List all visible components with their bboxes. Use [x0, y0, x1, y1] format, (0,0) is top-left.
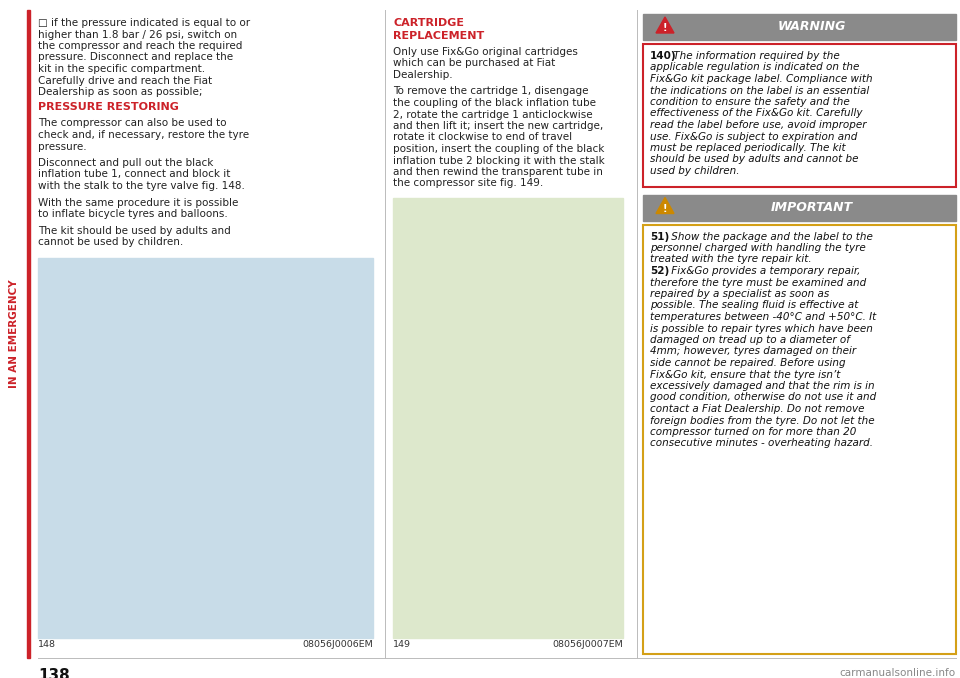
Text: contact a Fiat Dealership. Do not remove: contact a Fiat Dealership. Do not remove: [650, 404, 865, 414]
Text: 08056J0006EM: 08056J0006EM: [302, 640, 373, 649]
Text: must be replaced periodically. The kit: must be replaced periodically. The kit: [650, 143, 846, 153]
Text: IMPORTANT: IMPORTANT: [771, 201, 852, 214]
Text: cannot be used by children.: cannot be used by children.: [38, 237, 183, 247]
Text: REPLACEMENT: REPLACEMENT: [393, 31, 484, 41]
Text: damaged on tread up to a diameter of: damaged on tread up to a diameter of: [650, 335, 850, 345]
Text: compressor turned on for more than 20: compressor turned on for more than 20: [650, 427, 856, 437]
Text: should be used by adults and cannot be: should be used by adults and cannot be: [650, 155, 858, 165]
Text: 140): 140): [650, 51, 677, 61]
Text: the indications on the label is an essential: the indications on the label is an essen…: [650, 85, 869, 96]
Text: Disconnect and pull out the black: Disconnect and pull out the black: [38, 158, 213, 168]
Text: The compressor can also be used to: The compressor can also be used to: [38, 119, 227, 129]
Text: foreign bodies from the tyre. Do not let the: foreign bodies from the tyre. Do not let…: [650, 416, 875, 426]
Text: Carefully drive and reach the Fiat: Carefully drive and reach the Fiat: [38, 75, 212, 85]
Text: inflation tube 2 blocking it with the stalk: inflation tube 2 blocking it with the st…: [393, 155, 605, 165]
Text: is possible to repair tyres which have been: is possible to repair tyres which have b…: [650, 323, 873, 334]
Text: □ if the pressure indicated is equal to or: □ if the pressure indicated is equal to …: [38, 18, 251, 28]
Text: inflation tube 1, connect and block it: inflation tube 1, connect and block it: [38, 170, 230, 180]
Bar: [643, 14, 956, 40]
Text: Dealership.: Dealership.: [393, 70, 452, 80]
Text: higher than 1.8 bar / 26 psi, switch on: higher than 1.8 bar / 26 psi, switch on: [38, 30, 237, 39]
Text: use. Fix&Go is subject to expiration and: use. Fix&Go is subject to expiration and: [650, 132, 857, 142]
Text: the compressor site fig. 149.: the compressor site fig. 149.: [393, 178, 543, 188]
Text: Show the package and the label to the: Show the package and the label to the: [668, 231, 873, 241]
Text: good condition, otherwise do not use it and: good condition, otherwise do not use it …: [650, 393, 876, 403]
Text: Only use Fix&Go original cartridges: Only use Fix&Go original cartridges: [393, 47, 578, 57]
Text: consecutive minutes - overheating hazard.: consecutive minutes - overheating hazard…: [650, 439, 873, 449]
Text: 51): 51): [650, 231, 669, 241]
Text: and then rewind the transparent tube in: and then rewind the transparent tube in: [393, 167, 603, 177]
Text: CARTRIDGE: CARTRIDGE: [393, 18, 464, 28]
Text: the compressor and reach the required: the compressor and reach the required: [38, 41, 242, 51]
Text: to inflate bicycle tyres and balloons.: to inflate bicycle tyres and balloons.: [38, 209, 228, 219]
Text: rotate it clockwise to end of travel: rotate it clockwise to end of travel: [393, 132, 572, 142]
Text: condition to ensure the safety and the: condition to ensure the safety and the: [650, 97, 850, 107]
Bar: [643, 44, 956, 186]
Text: !: !: [662, 203, 667, 214]
Text: which can be purchased at Fiat: which can be purchased at Fiat: [393, 58, 555, 68]
Polygon shape: [656, 17, 674, 33]
Text: 149: 149: [393, 640, 411, 649]
Text: repaired by a specialist as soon as: repaired by a specialist as soon as: [650, 289, 829, 299]
Text: 2, rotate the cartridge 1 anticlockwise: 2, rotate the cartridge 1 anticlockwise: [393, 110, 592, 119]
Text: check and, if necessary, restore the tyre: check and, if necessary, restore the tyr…: [38, 130, 250, 140]
Text: kit in the specific compartment.: kit in the specific compartment.: [38, 64, 205, 74]
Text: treated with the tyre repair kit.: treated with the tyre repair kit.: [650, 254, 811, 264]
Text: personnel charged with handling the tyre: personnel charged with handling the tyre: [650, 243, 866, 253]
Text: therefore the tyre must be examined and: therefore the tyre must be examined and: [650, 277, 866, 287]
Bar: [27, 10, 30, 658]
Bar: [643, 224, 956, 654]
Text: The kit should be used by adults and: The kit should be used by adults and: [38, 226, 230, 235]
Text: pressure.: pressure.: [38, 142, 86, 151]
Text: 4mm; however, tyres damaged on their: 4mm; however, tyres damaged on their: [650, 346, 856, 357]
Text: The information required by the: The information required by the: [670, 51, 840, 61]
Text: To remove the cartridge 1, disengage: To remove the cartridge 1, disengage: [393, 87, 588, 96]
Text: 148: 148: [38, 640, 56, 649]
Text: position, insert the coupling of the black: position, insert the coupling of the bla…: [393, 144, 605, 154]
Text: With the same procedure it is possible: With the same procedure it is possible: [38, 197, 238, 207]
Text: effectiveness of the Fix&Go kit. Carefully: effectiveness of the Fix&Go kit. Careful…: [650, 108, 862, 119]
Text: !: !: [662, 23, 667, 33]
Text: 52): 52): [650, 266, 669, 276]
Text: applicable regulation is indicated on the: applicable regulation is indicated on th…: [650, 62, 859, 73]
Text: WARNING: WARNING: [778, 20, 846, 33]
Text: used by children.: used by children.: [650, 166, 739, 176]
Text: excessively damaged and that the rim is in: excessively damaged and that the rim is …: [650, 381, 875, 391]
Text: the coupling of the black inflation tube: the coupling of the black inflation tube: [393, 98, 596, 108]
Text: Dealership as soon as possible;: Dealership as soon as possible;: [38, 87, 203, 97]
Text: pressure. Disconnect and replace the: pressure. Disconnect and replace the: [38, 52, 233, 62]
Text: Fix&Go kit, ensure that the tyre isn’t: Fix&Go kit, ensure that the tyre isn’t: [650, 370, 840, 380]
Text: temperatures between -40°C and +50°C. It: temperatures between -40°C and +50°C. It: [650, 312, 876, 322]
Bar: [393, 198, 623, 638]
Bar: [38, 258, 373, 638]
Text: and then lift it; insert the new cartridge,: and then lift it; insert the new cartrid…: [393, 121, 603, 131]
Text: Fix&Go provides a temporary repair,: Fix&Go provides a temporary repair,: [668, 266, 860, 276]
Text: side cannot be repaired. Before using: side cannot be repaired. Before using: [650, 358, 846, 368]
Text: 138: 138: [38, 668, 70, 678]
Text: possible. The sealing fluid is effective at: possible. The sealing fluid is effective…: [650, 300, 858, 311]
Bar: [643, 195, 956, 220]
Text: read the label before use, avoid improper: read the label before use, avoid imprope…: [650, 120, 867, 130]
Polygon shape: [656, 197, 674, 214]
Text: PRESSURE RESTORING: PRESSURE RESTORING: [38, 102, 179, 113]
Text: Fix&Go kit package label. Compliance with: Fix&Go kit package label. Compliance wit…: [650, 74, 873, 84]
Text: IN AN EMERGENCY: IN AN EMERGENCY: [9, 280, 19, 388]
Text: with the stalk to the tyre valve fig. 148.: with the stalk to the tyre valve fig. 14…: [38, 181, 245, 191]
Text: carmanualsonline.info: carmanualsonline.info: [840, 668, 956, 678]
Text: 08056J0007EM: 08056J0007EM: [552, 640, 623, 649]
